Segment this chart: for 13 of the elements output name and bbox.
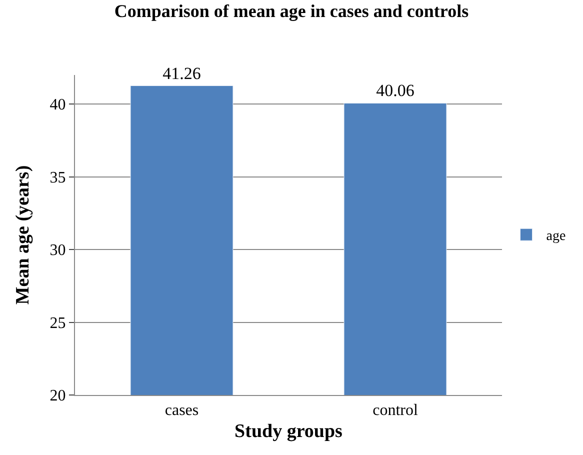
y-tick-label: 30 — [50, 242, 66, 260]
x-tick-label: control — [372, 402, 418, 420]
y-axis-title: Mean age (years) — [12, 165, 34, 305]
legend-label: age — [546, 229, 566, 244]
chart-title: Comparison of mean age in cases and controls — [114, 1, 469, 22]
data-label: 40.06 — [376, 81, 414, 100]
y-tick-label: 25 — [50, 314, 66, 332]
y-tick-label: 40 — [50, 96, 66, 114]
x-tick-label: cases — [164, 402, 199, 420]
y-tick-label: 20 — [50, 388, 66, 405]
data-label: 41.26 — [162, 64, 201, 83]
x-axis-title: Study groups — [234, 421, 342, 442]
y-tick-label: 35 — [50, 169, 66, 186]
